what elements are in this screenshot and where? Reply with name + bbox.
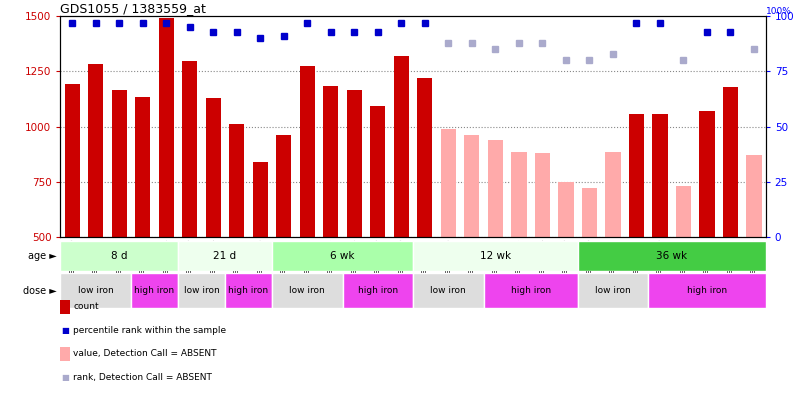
Text: 6 wk: 6 wk [330,251,355,261]
Bar [178,241,272,271]
Bar [88,64,103,237]
Bar [464,135,480,237]
Bar [413,273,484,308]
Bar [225,273,272,308]
Text: GDS1055 / 1383559_at: GDS1055 / 1383559_at [60,2,206,15]
Bar [276,135,292,237]
Bar [60,273,131,308]
Text: low iron: low iron [78,286,114,295]
Text: ■: ■ [61,373,69,382]
Bar [60,241,178,271]
Bar [578,273,648,308]
Text: percentile rank within the sample: percentile rank within the sample [73,326,226,335]
Bar [135,97,151,237]
Bar [323,86,339,237]
Text: dose ►: dose ► [23,286,56,296]
Bar [675,186,691,237]
Bar [182,62,197,237]
Bar [393,56,409,237]
Bar [300,66,315,237]
Text: high iron: high iron [510,286,550,295]
Bar [272,241,413,271]
Bar [578,241,766,271]
Text: 100%: 100% [766,7,791,16]
Text: low iron: low iron [184,286,219,295]
Bar [370,106,385,237]
Bar [582,188,597,237]
Text: count: count [73,303,99,311]
Text: high iron: high iron [358,286,398,295]
Text: high iron: high iron [228,286,268,295]
Bar [413,241,578,271]
Text: rank, Detection Call = ABSENT: rank, Detection Call = ABSENT [73,373,212,382]
Text: low iron: low iron [289,286,325,295]
Bar [723,87,738,237]
Bar [159,18,174,237]
Bar [206,98,221,237]
Text: low iron: low iron [595,286,631,295]
Bar [111,90,127,237]
Bar [629,115,644,237]
Text: high iron: high iron [687,286,727,295]
Bar [511,152,526,237]
Bar [488,140,503,237]
Bar [559,182,574,237]
Text: 8 d: 8 d [111,251,127,261]
Bar [418,78,433,237]
Text: 36 wk: 36 wk [656,251,688,261]
Bar [343,273,413,308]
Bar [178,273,225,308]
Text: ■: ■ [61,326,69,335]
Bar [441,129,456,237]
Text: high iron: high iron [135,286,175,295]
Text: age ►: age ► [27,251,56,261]
Bar [700,111,715,237]
Text: value, Detection Call = ABSENT: value, Detection Call = ABSENT [73,350,217,358]
Bar [64,83,80,237]
Bar [131,273,178,308]
Bar [484,273,578,308]
Bar [229,124,244,237]
Bar [347,90,362,237]
Bar [252,162,268,237]
Bar [605,152,621,237]
Text: 21 d: 21 d [214,251,237,261]
Text: low iron: low iron [430,286,466,295]
Bar [746,155,762,237]
Bar [272,273,343,308]
Text: 12 wk: 12 wk [480,251,511,261]
Bar [652,115,667,237]
Bar [648,273,766,308]
Bar [534,153,550,237]
